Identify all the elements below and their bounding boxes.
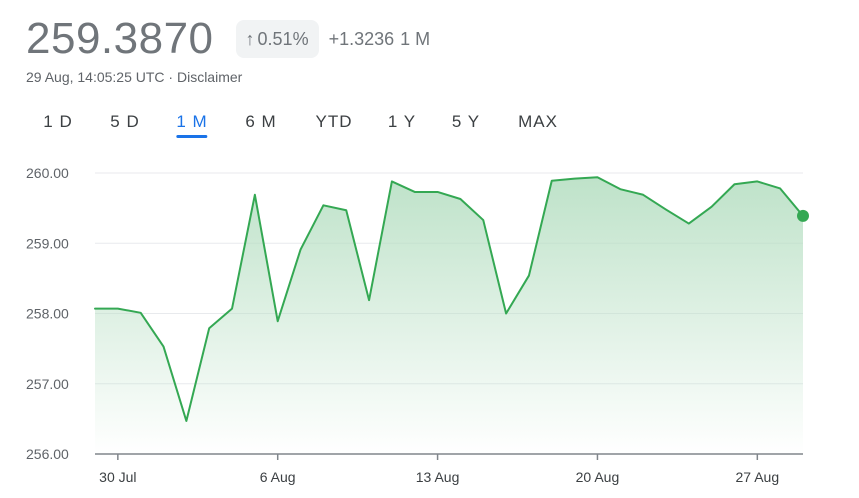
x-tick-label: 6 Aug (260, 469, 296, 485)
change-period: 1 M (400, 28, 431, 49)
data-point (116, 307, 120, 311)
y-tick-label: 259.00 (26, 235, 69, 251)
data-point (458, 197, 462, 201)
data-point (641, 193, 645, 197)
data-point (299, 248, 303, 252)
y-tick-label: 258.00 (26, 306, 69, 322)
data-point (390, 179, 394, 183)
data-point (573, 177, 577, 181)
data-point (595, 175, 599, 179)
range-tab-ytd[interactable]: YTD (315, 112, 353, 131)
data-point (436, 190, 440, 194)
data-point (184, 419, 188, 423)
arrow-up-icon: ↑ (245, 28, 255, 49)
price-header: 259.3870 ↑ 0.51% +1.3236 1 M (26, 14, 430, 64)
data-point (162, 345, 166, 349)
data-point (687, 222, 691, 226)
data-point (276, 319, 280, 323)
data-point (550, 179, 554, 183)
data-point (344, 208, 348, 212)
data-point (253, 193, 257, 197)
data-point (207, 326, 211, 330)
data-point (778, 186, 782, 190)
data-point (481, 218, 485, 222)
range-tab-6m[interactable]: 6 M (245, 112, 277, 131)
x-tick-label: 13 Aug (416, 469, 460, 485)
timestamp-disclaimer: 29 Aug, 14:05:25 UTC · Disclaimer (26, 69, 243, 85)
data-point (618, 187, 622, 191)
x-tick-label: 30 Jul (99, 469, 136, 485)
y-tick-label: 257.00 (26, 376, 69, 392)
data-point (93, 307, 97, 311)
price-line (94, 176, 804, 422)
price-area (95, 177, 803, 454)
current-price: 259.3870 (26, 14, 214, 63)
data-point (321, 203, 325, 207)
data-point (413, 190, 417, 194)
data-point (367, 298, 371, 302)
change-percent: 0.51% (257, 28, 309, 49)
data-point (664, 208, 668, 212)
data-point (527, 274, 531, 278)
range-tab-1y[interactable]: 1 Y (387, 112, 417, 131)
change-value: +1.3236 (328, 28, 395, 49)
x-tick-label: 27 Aug (736, 469, 780, 485)
last-price-marker (797, 209, 809, 222)
data-point (504, 312, 508, 316)
range-tab-max[interactable]: MAX (518, 112, 558, 131)
range-tab-5d[interactable]: 5 D (110, 112, 140, 131)
range-tab-1d[interactable]: 1 D (43, 112, 73, 131)
data-point (230, 307, 234, 311)
x-tick-label: 20 Aug (576, 469, 620, 485)
y-tick-label: 260.00 (26, 165, 69, 181)
data-point (139, 311, 143, 315)
data-point (732, 182, 736, 186)
y-tick-label: 256.00 (26, 446, 69, 462)
change-percent-badge: ↑ 0.51% (235, 20, 319, 58)
range-tab-1m[interactable]: 1 M (176, 108, 209, 138)
change-value-group: +1.3236 1 M (329, 29, 431, 50)
range-tab-5y[interactable]: 5 Y (451, 112, 481, 131)
data-point (755, 179, 759, 183)
data-point (710, 205, 714, 209)
